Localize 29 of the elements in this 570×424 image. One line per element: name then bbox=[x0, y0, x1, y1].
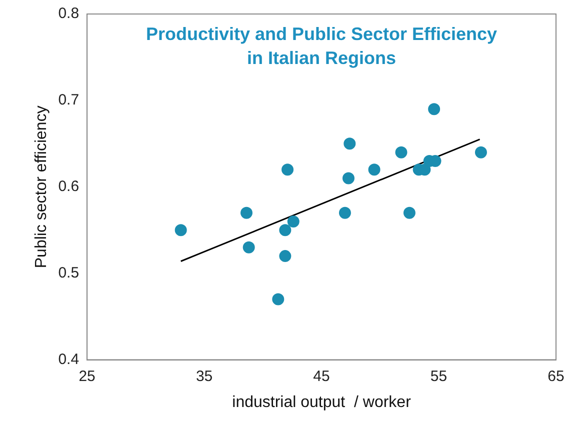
x-tick-label: 35 bbox=[196, 368, 213, 385]
y-tick-label: 0.5 bbox=[58, 264, 80, 282]
y-tick-label: 0.6 bbox=[58, 178, 80, 196]
point bbox=[282, 164, 294, 176]
point bbox=[428, 103, 440, 116]
y-tick-label: 0.4 bbox=[58, 350, 80, 368]
x-tick-label: 55 bbox=[430, 368, 448, 385]
point bbox=[174, 224, 187, 236]
point bbox=[395, 146, 408, 158]
point bbox=[240, 206, 252, 219]
y-tick-label: 0.8 bbox=[58, 5, 80, 22]
text: Productivity and Public Sector Efficiency in Italian Regions bbox=[146, 24, 498, 68]
point bbox=[272, 293, 284, 306]
x-tick-label: 25 bbox=[78, 368, 96, 385]
point bbox=[242, 241, 255, 254]
y-tick-label: 0.7 bbox=[58, 92, 80, 109]
point bbox=[342, 172, 354, 184]
point bbox=[279, 250, 292, 262]
point bbox=[403, 206, 416, 219]
x-tick-label: 45 bbox=[313, 368, 330, 385]
point bbox=[287, 215, 300, 228]
point bbox=[368, 164, 380, 176]
point bbox=[279, 224, 292, 236]
point bbox=[344, 138, 356, 150]
x-axis-title: industrial output / worker bbox=[232, 394, 412, 411]
y-axis-title: Public sector efficiency bbox=[33, 106, 50, 268]
point bbox=[338, 206, 351, 219]
x-tick-label: 65 bbox=[548, 368, 564, 385]
point bbox=[474, 146, 487, 158]
